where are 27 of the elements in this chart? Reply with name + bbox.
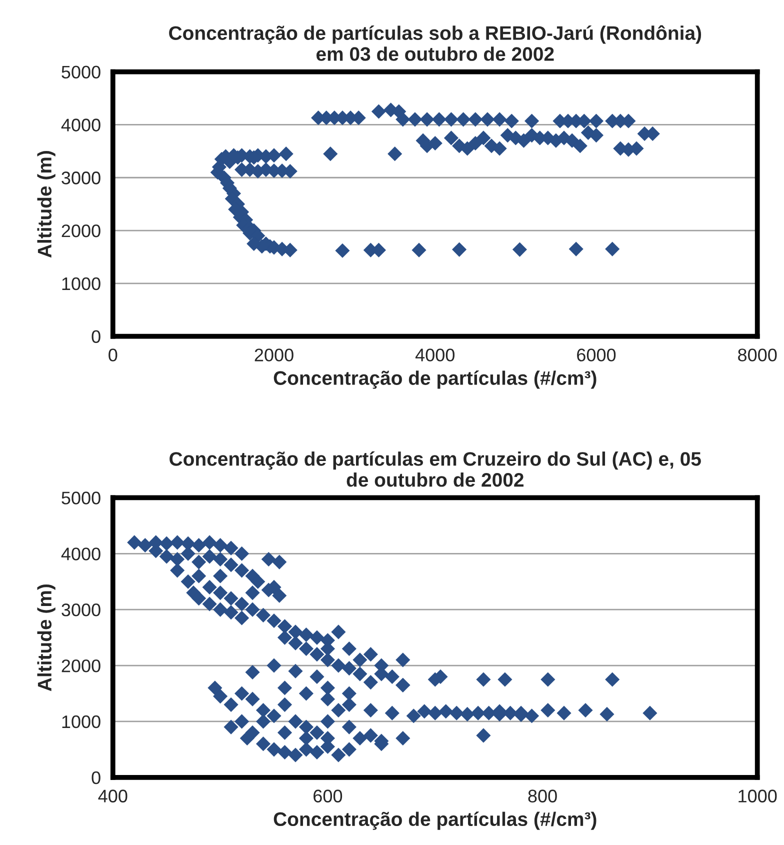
y-axis-title: Altitude (m)	[37, 151, 56, 258]
y-tick-label: 3000	[62, 172, 100, 184]
chart-title: Concentração de partículas em Cruzeiro do Sul (AC) e, 05 de outubro de 2002	[170, 451, 701, 487]
y-tick-label: 5000	[62, 66, 100, 79]
x-axis-title: Concentração de partículas (#/cm³)	[274, 812, 596, 830]
y-tick-label: 1000	[62, 277, 100, 290]
x-tick-label: 2000	[254, 348, 294, 362]
y-tick-label: 4000	[61, 548, 100, 560]
y-tick-label: 0	[92, 330, 100, 344]
y-axis-title: Altitude (m)	[37, 584, 56, 692]
y-tick-label: 0	[92, 771, 100, 784]
y-tick-label: 3000	[62, 604, 100, 616]
y-tick-label: 2000	[62, 659, 100, 672]
y-tick-label: 1000	[62, 715, 100, 728]
y-tick-label: 5000	[62, 492, 100, 504]
x-tick-label: 400	[98, 790, 128, 802]
x-tick-label: 4000	[415, 348, 454, 362]
x-tick-label: 0	[108, 348, 118, 362]
x-tick-label: 600	[314, 790, 342, 802]
chart-title: Concentração de partículas sob a REBIO-Jarú (Rondônia) em 03 de outubro de 2002	[169, 25, 702, 61]
x-tick-label: 800	[528, 790, 557, 802]
y-tick-label: 2000	[62, 224, 100, 238]
x-tick-label: 6000	[577, 348, 616, 362]
x-tick-label: 1000	[738, 790, 777, 802]
x-axis-title: Concentração de partículas (#/cm³)	[274, 370, 596, 389]
y-tick-label: 4000	[61, 118, 100, 132]
x-tick-label: 8000	[738, 348, 777, 362]
